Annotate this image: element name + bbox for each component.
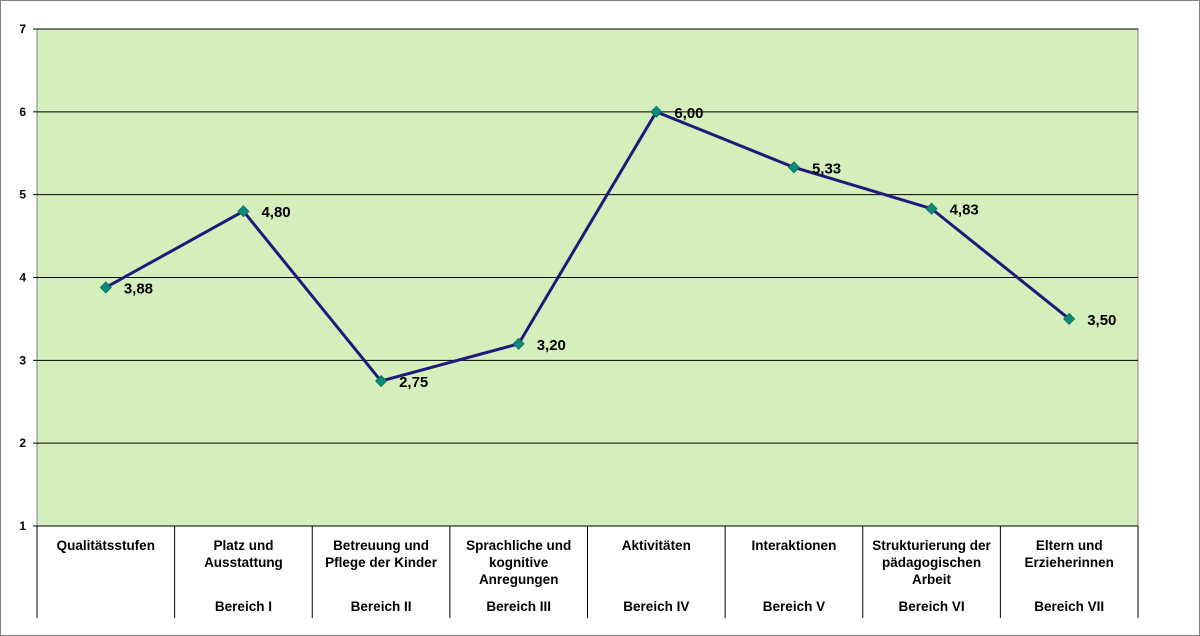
data-point <box>237 205 250 218</box>
x-tick-label: Eltern und Erzieherinnen <box>1024 538 1114 570</box>
data-label: 6,00 <box>674 105 703 122</box>
x-tick-label: Betreuung und Pflege der Kinder <box>325 538 437 570</box>
data-point <box>374 374 388 388</box>
data-label: 2,75 <box>399 374 428 391</box>
y-tick-label: 3 <box>19 353 26 367</box>
data-labels: 3,88 4,80 2,75 3,20 6,00 5,33 4,83 3,50 <box>124 105 1117 391</box>
data-label: 3,88 <box>124 280 153 297</box>
data-label: 4,80 <box>261 204 290 221</box>
y-tick-label: 4 <box>19 271 26 285</box>
y-tick-label: 5 <box>19 188 26 202</box>
y-tick-label: 7 <box>19 22 26 36</box>
series-line <box>105 110 1071 383</box>
x-tick-label: Platz und Ausstattung <box>204 538 283 570</box>
data-label: 4,83 <box>950 202 979 219</box>
x-tick-label: Interaktionen <box>751 538 837 553</box>
category-table <box>36 525 1139 618</box>
y-axis-ticks: 1 2 3 4 5 6 7 <box>19 22 37 533</box>
x-tick-label: Sprachliche und kognitive Anregungen <box>466 538 572 587</box>
data-point <box>650 105 663 118</box>
series-markers <box>99 105 1076 388</box>
gridlines <box>37 28 1138 444</box>
x-tick-label: Strukturierung der pädagogischen Arbeit <box>872 538 991 587</box>
data-point <box>99 281 112 294</box>
x-tick-sublabel: Bereich IV <box>623 599 690 614</box>
x-tick-sublabel: Bereich II <box>350 599 412 614</box>
data-point <box>787 161 801 174</box>
x-tick-sublabel: Bereich VII <box>1034 599 1105 614</box>
y-tick-label: 2 <box>19 436 26 450</box>
x-tick-sublabel: Bereich III <box>486 599 551 614</box>
data-label: 3,50 <box>1087 312 1116 329</box>
x-tick-label: Qualitätsstufen <box>56 538 155 553</box>
data-point <box>1063 312 1076 325</box>
data-label: 5,33 <box>812 160 841 177</box>
data-point <box>512 337 525 350</box>
y-tick-label: 6 <box>19 105 26 119</box>
x-tick-sublabel: Bereich VI <box>898 599 965 614</box>
x-tick-sublabel: Bereich I <box>214 599 272 614</box>
x-tick-sublabel: Bereich V <box>762 599 826 614</box>
data-label: 3,20 <box>537 337 566 354</box>
x-tick-label: Aktivitäten <box>621 538 691 553</box>
data-point <box>925 202 938 215</box>
y-tick-label: 1 <box>19 519 26 533</box>
